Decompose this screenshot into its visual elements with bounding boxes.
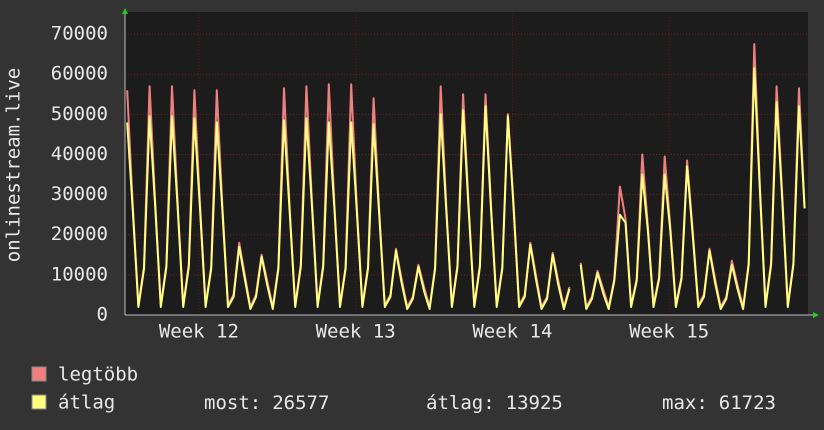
stat: most: 26577 [204,392,329,414]
axis-arrow [122,8,128,14]
y-tick-label: 30000 [51,183,108,205]
legend-swatch [31,366,47,382]
series-line [579,67,806,310]
x-tick-label: Week 12 [159,321,239,343]
stat: max: 61723 [662,392,776,414]
y-axis-label: onlinestream.live [3,68,25,262]
y-tick-label: 50000 [51,103,108,125]
y-tick-label: 20000 [51,223,108,245]
stat: átlag: 13925 [426,392,563,414]
stat-value: 26577 [272,392,329,414]
y-tick-label: 40000 [51,143,108,165]
legend-swatch [31,394,47,410]
stat-label: max: [662,392,708,414]
y-tick-label: 0 [97,304,108,326]
stats: most: 26577 átlag: 13925 max: 61723 [204,392,776,414]
legend-label: legtöbb [58,364,138,386]
y-tick-label: 70000 [51,23,108,45]
stat-value: 61723 [719,392,776,414]
legend-label: átlag [58,392,115,414]
series-line [126,105,571,310]
y-tick-label: 60000 [51,63,108,85]
stat-value: 13925 [506,392,563,414]
x-tick-label: Week 15 [629,321,709,343]
lines [126,43,806,310]
axis-arrow [813,312,819,318]
stat-label: most: [204,392,261,414]
stat-label: átlag: [426,392,495,414]
x-tick-label: Week 13 [316,321,396,343]
y-tick-label: 10000 [51,263,108,285]
x-tick-label: Week 14 [472,321,552,343]
